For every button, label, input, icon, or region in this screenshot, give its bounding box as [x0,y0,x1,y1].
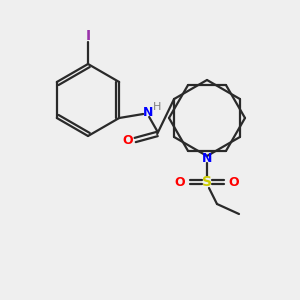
Text: I: I [85,29,91,43]
Text: N: N [143,106,153,118]
Text: N: N [202,152,212,164]
Text: H: H [153,102,161,112]
Text: O: O [175,176,185,188]
Text: O: O [123,134,134,148]
Text: O: O [229,176,239,188]
Text: S: S [202,175,212,189]
